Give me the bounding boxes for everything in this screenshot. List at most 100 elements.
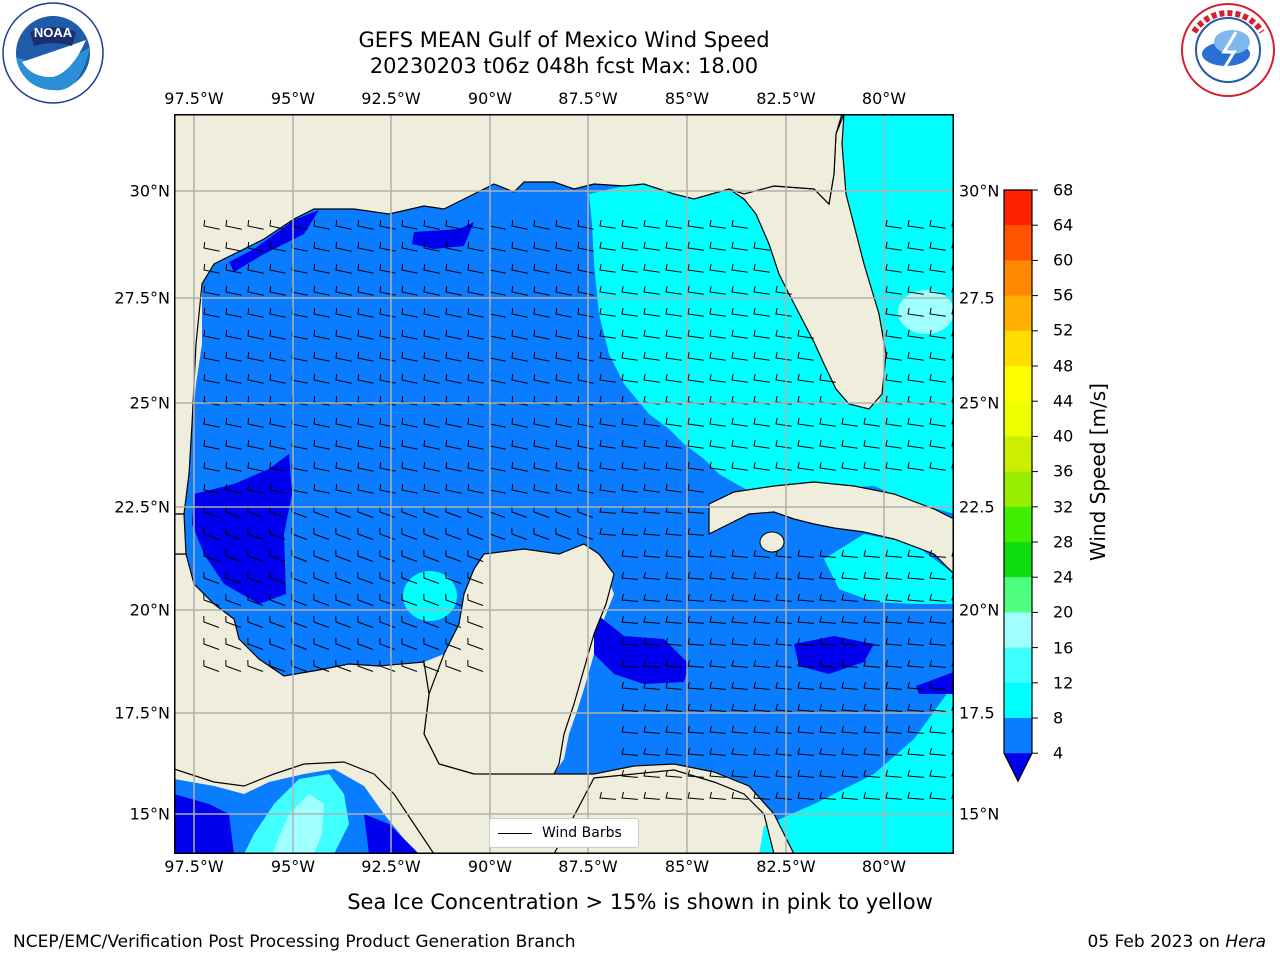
wind-barb — [357, 549, 374, 562]
colorbar-segment — [1004, 506, 1032, 543]
wind-barb — [753, 461, 770, 471]
wind-barb — [335, 505, 352, 518]
wind-barb — [533, 285, 550, 296]
wind-barb — [885, 571, 902, 580]
wind-barb — [555, 219, 572, 230]
wind-barb — [709, 791, 726, 800]
wind-barb — [203, 285, 220, 296]
wind-barb — [247, 505, 264, 518]
wind-barb — [313, 659, 330, 672]
wind-barb — [929, 571, 946, 580]
wind-barb — [401, 307, 418, 318]
colorbar-tick: 24 — [1053, 567, 1074, 587]
wind-barb — [797, 747, 814, 756]
sea-ice-note: Sea Ice Concentration > 15% is shown in … — [347, 890, 933, 914]
wind-barb — [357, 593, 374, 606]
wind-barb — [313, 461, 330, 472]
wind-barb — [841, 571, 858, 580]
wind-barb — [621, 703, 638, 712]
wind-barb — [533, 351, 550, 362]
wind-barb — [247, 615, 264, 628]
wind-barb — [269, 615, 286, 628]
wind-barb — [929, 791, 946, 800]
wind-barb — [335, 549, 352, 562]
wind-barb — [709, 373, 726, 383]
wind-barb — [665, 241, 682, 251]
wind-barb — [335, 659, 352, 672]
wind-barb — [797, 593, 814, 602]
wind-barb — [555, 329, 572, 340]
wind-barb — [687, 373, 704, 383]
wind-barb — [225, 483, 242, 494]
wind-barb — [929, 263, 946, 273]
wind-barb — [313, 615, 330, 628]
wind-barb — [907, 439, 924, 449]
wind-barb — [863, 769, 880, 778]
wind-barb — [313, 241, 330, 252]
wind-barb — [555, 417, 572, 428]
wind-barb — [687, 637, 704, 646]
wind-barb — [511, 395, 528, 406]
footer-date: 05 Feb 2023 on Hera — [1088, 932, 1266, 952]
wind-barb — [401, 505, 418, 518]
wind-barb — [621, 351, 638, 361]
wind-barb — [423, 241, 440, 252]
wind-barb — [225, 505, 242, 518]
wind-barb — [357, 659, 374, 672]
wind-barb — [863, 703, 880, 712]
wind-barb — [401, 241, 418, 252]
yucatan-land — [423, 543, 615, 777]
colorbar-segment — [1004, 190, 1032, 226]
wind-barb — [511, 527, 528, 540]
wind-barb — [863, 417, 880, 427]
wind-barb — [819, 593, 836, 602]
lon-label-top: 82.5°W — [756, 89, 816, 108]
colorbar-segment — [1004, 401, 1032, 437]
wind-barb — [357, 571, 374, 584]
wind-barb — [665, 747, 682, 756]
wind-barb — [467, 637, 484, 650]
wind-barb — [621, 593, 638, 602]
wind-barb — [665, 417, 682, 427]
wind-barb — [269, 329, 286, 340]
wind-barb — [379, 527, 396, 540]
wind-barb — [247, 637, 264, 650]
wind-barb — [533, 307, 550, 318]
wind-barb — [335, 527, 352, 540]
wind-barb — [467, 505, 484, 518]
wind-barb — [643, 769, 660, 778]
colorbar-segment — [1004, 366, 1032, 402]
wind-barb — [401, 329, 418, 340]
wind-barb — [401, 637, 418, 650]
wind-barb — [665, 439, 682, 449]
wind-barb — [929, 351, 946, 361]
wind-barb — [863, 747, 880, 756]
wind-barb — [621, 681, 638, 690]
wind-barb — [709, 439, 726, 449]
lat-label-left: 30°N — [129, 181, 170, 201]
wind-barb — [665, 725, 682, 734]
wind-barb — [313, 263, 330, 274]
wind-barb — [665, 769, 682, 778]
lon-label-bottom: 80°W — [861, 857, 907, 876]
wind-barb — [247, 395, 264, 406]
colorbar-tick: 20 — [1053, 602, 1074, 622]
wind-barb — [885, 593, 902, 602]
wind-barb — [819, 373, 836, 383]
wind-barb — [225, 549, 242, 562]
wind-barb — [709, 329, 726, 339]
wind-barb — [929, 637, 946, 646]
wind-barb — [709, 615, 726, 624]
wind-barb — [313, 373, 330, 384]
wind-barb — [379, 505, 396, 518]
wind-barb — [863, 681, 880, 690]
wind-barb — [753, 769, 770, 778]
wind-barb — [247, 219, 264, 230]
wind-barb — [665, 285, 682, 295]
wind-barb — [467, 285, 484, 296]
wind-barb — [709, 263, 726, 273]
colorbar-tick: 48 — [1053, 356, 1074, 376]
wind-barb — [247, 263, 264, 274]
pacific-low-wind — [174, 794, 234, 854]
wind-barb — [687, 615, 704, 624]
